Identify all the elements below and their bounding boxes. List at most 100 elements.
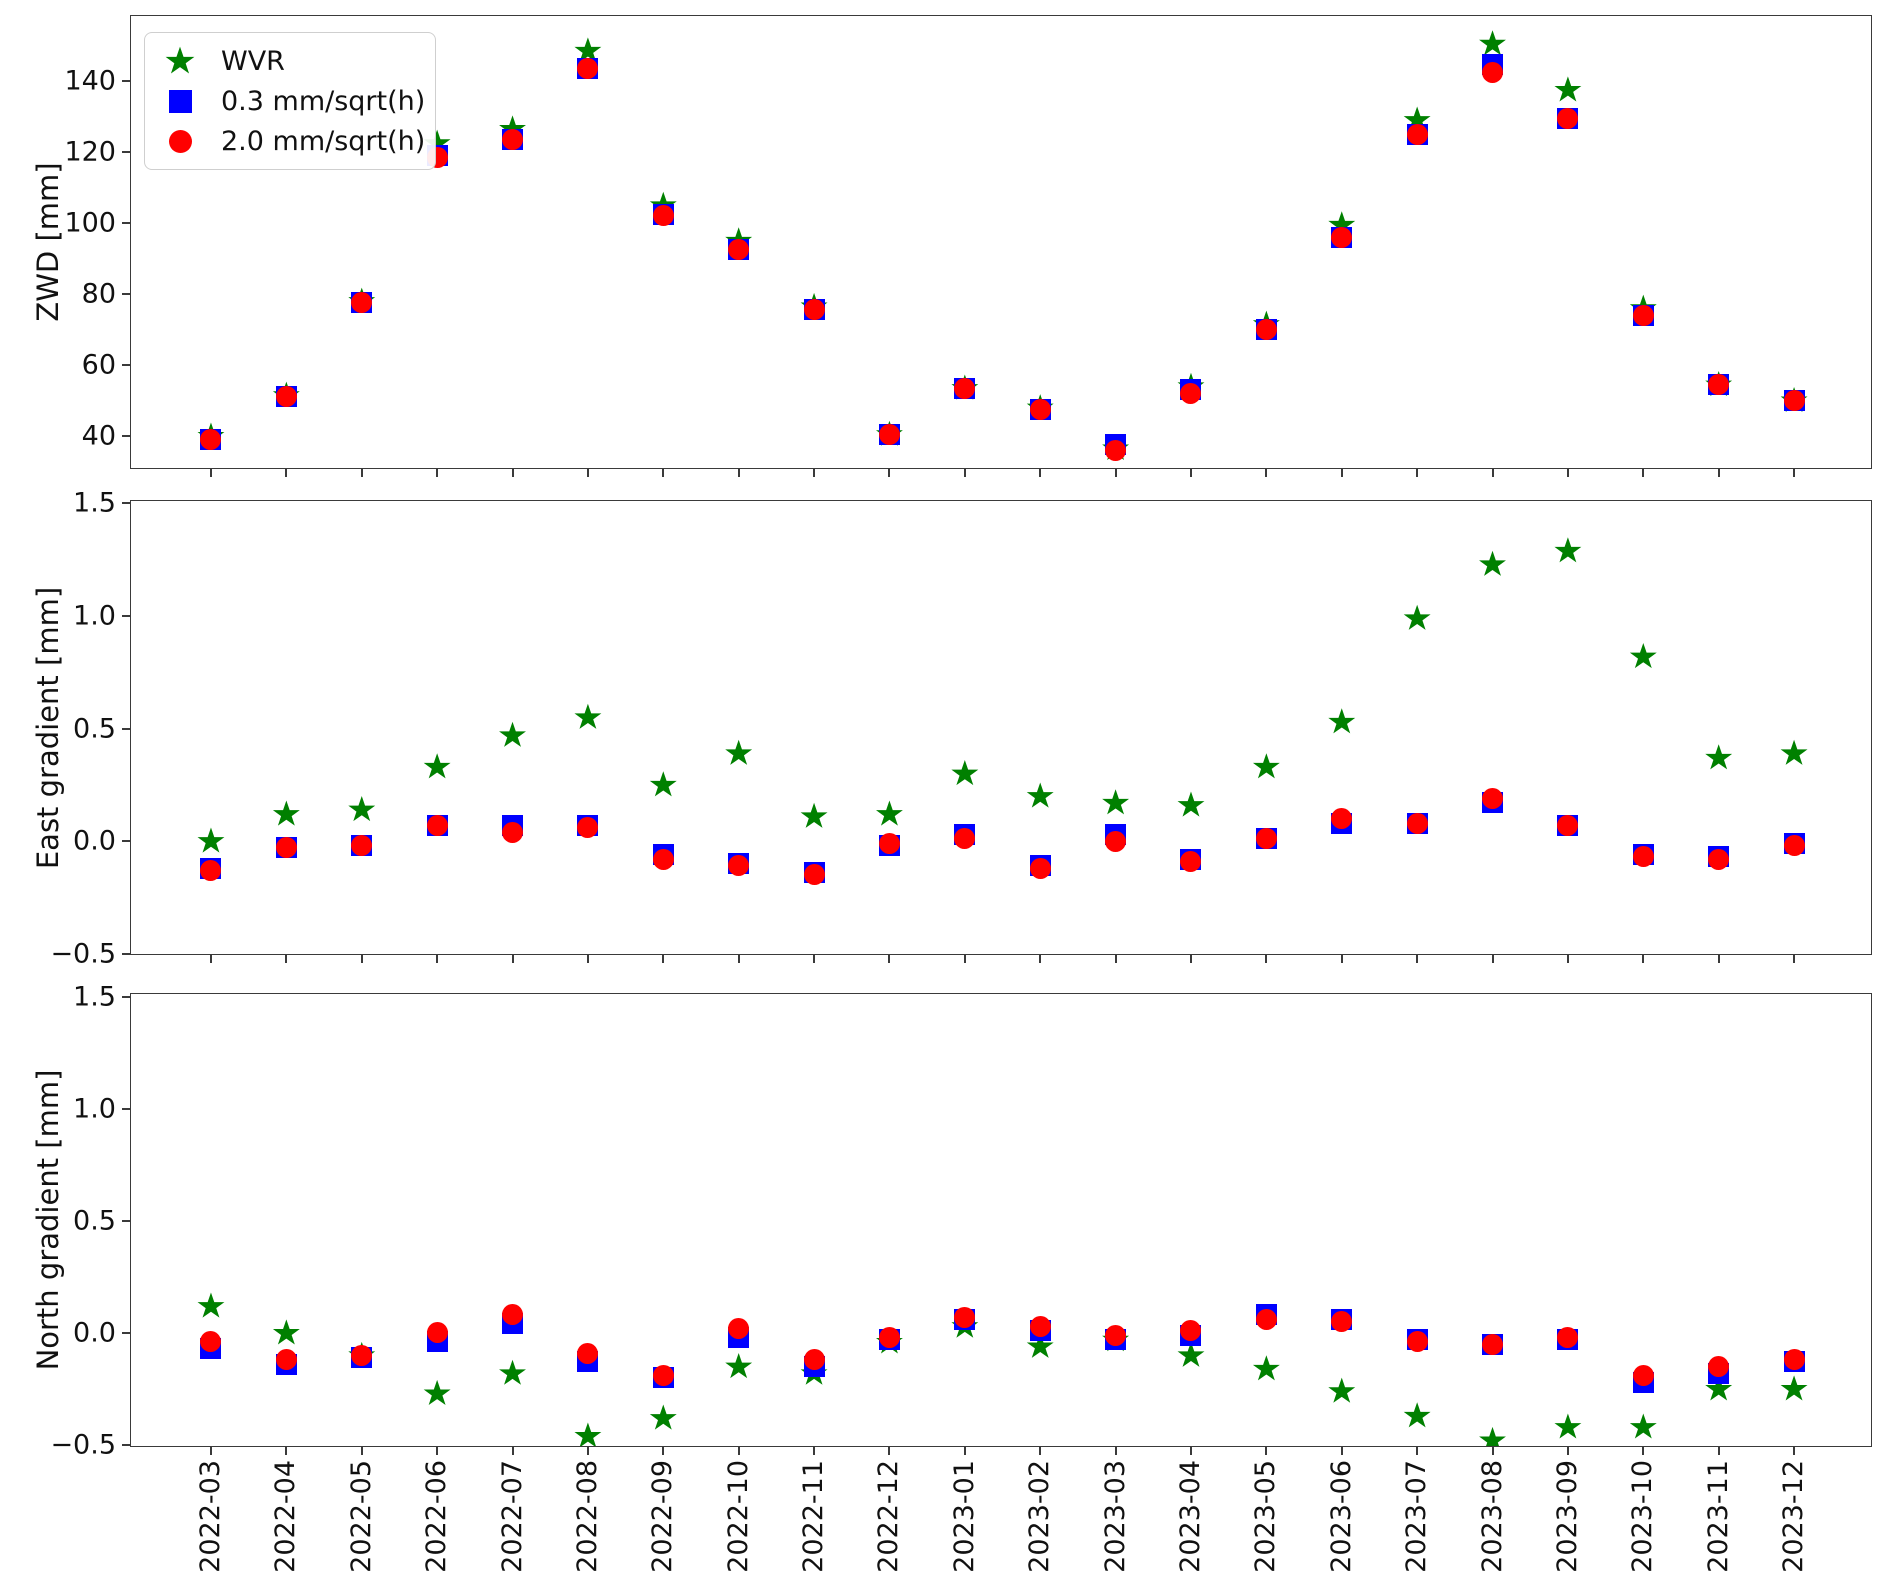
rate-2-0-circle-marker [954,377,976,399]
wvr-star-marker [1403,604,1431,630]
x-tick [1416,954,1419,963]
x-tick [511,468,514,477]
wvr-star-marker [272,1319,300,1345]
wvr-star-marker [725,1353,753,1379]
legend-item-wvr: WVR [145,41,435,81]
x-tick-label: 2023-05 [1250,1460,1282,1573]
rate-2-0-circle-marker [1331,226,1353,248]
rate-2-0-circle-marker [351,292,373,314]
wvr-star-marker [1026,782,1054,808]
wvr-star-marker [348,796,376,822]
wvr-star-marker [1780,739,1808,765]
rate-2-0-circle-marker [1105,830,1127,852]
rate-2-0-circle-marker [351,835,373,856]
x-tick [963,1446,966,1455]
zwd-panel: ZWD [mm] WVR 0.3 mm/sqrt(h) 2.0 mm/sqrt(… [31,15,1872,477]
x-tick [1642,1446,1645,1455]
x-tick [436,468,439,477]
rate-2-0-circle-marker [426,814,448,836]
x-tick [1114,1446,1117,1455]
x-tick-label: 2023-11 [1702,1460,1734,1573]
y-tick [122,1219,131,1222]
rate-2-0-circle-marker [1632,846,1654,868]
wvr-star-marker [423,1379,451,1405]
y-tick [122,79,131,82]
x-tick-label: 2022-03 [194,1460,226,1573]
rate-2-0-circle-marker [1632,1364,1654,1386]
x-tick [1039,1446,1042,1455]
rate-2-0-circle-marker [351,1344,373,1366]
y-tick [122,614,131,617]
x-tick-label: 2022-06 [421,1460,453,1573]
y-tick-label: −0.5 [50,1429,116,1461]
rate-2-0-circle-marker [577,1342,599,1364]
east-gradient-panel: East gradient [mm] −0.5 0.0 0.5 1.0 1.5 [31,488,1872,969]
rate-0-3-square-icon [168,89,192,113]
legend-label-rate-2-0: 2.0 mm/sqrt(h) [221,125,426,157]
rate-2-0-circle-marker [1783,835,1805,856]
x-tick [285,1446,288,1455]
rate-2-0-circle-marker [1255,828,1277,850]
x-tick [963,954,966,963]
y-tick [122,995,131,998]
y-tick-label: 80 [81,278,116,310]
x-tick [1114,954,1117,963]
y-tick-label: 1.5 [73,981,116,1013]
rate-2-0-circle-marker [1406,123,1428,145]
x-tick [1416,468,1419,477]
x-tick [1566,954,1569,963]
x-tick-label: 2022-08 [571,1460,603,1573]
y-tick [122,363,131,366]
rate-2-0-circle-marker [1482,787,1504,809]
north-gradient-plot-area [131,994,1871,1446]
rate-2-0-circle-marker [1557,814,1579,836]
x-tick [1566,468,1569,477]
y-tick-label: 0.0 [73,825,116,857]
rate-2-0-circle-marker [652,848,674,870]
x-tick [1189,468,1192,477]
rate-2-0-circle-marker [200,859,222,881]
rate-2-0-circle-marker [803,1349,825,1371]
rate-2-0-circle-marker [954,1306,976,1328]
x-tick [662,468,665,477]
wvr-star-marker [574,703,602,729]
x-tick [209,468,212,477]
rate-2-0-circle-marker [1105,1324,1127,1346]
east-gradient-axis-label: East gradient [mm] [31,586,65,869]
x-tick [1491,468,1494,477]
rate-2-0-circle-marker [502,1304,524,1326]
x-tick [1793,1446,1796,1455]
rate-2-0-circle-marker [652,1364,674,1386]
y-tick [122,292,131,295]
x-tick [1717,468,1720,477]
north-gradient-panel: North gradient [mm] −0.5 0.0 0.5 1.0 1.5 2022… [31,981,1872,1573]
x-tick [285,954,288,963]
x-tick [1491,954,1494,963]
wvr-star-marker [197,1292,225,1318]
y-tick-label: 100 [64,207,116,239]
legend-label-wvr: WVR [221,45,285,77]
x-tick [1793,954,1796,963]
legend-marker-cell [161,129,199,153]
legend-label-rate-0-3: 0.3 mm/sqrt(h) [221,85,426,117]
x-tick [586,1446,589,1455]
x-tick-label: 2022-04 [270,1460,302,1573]
rate-2-0-circle-marker [728,239,750,261]
wvr-star-marker [1479,550,1506,576]
rate-2-0-circle-marker [200,428,222,450]
rate-2-0-circle-marker [1180,1320,1202,1342]
wvr-star-marker [1554,537,1582,563]
x-tick [813,954,816,963]
wvr-star-marker [1705,744,1733,770]
x-tick [737,468,740,477]
x-tick [813,468,816,477]
wvr-star-marker [649,771,677,797]
x-tick-label: 2023-02 [1024,1460,1056,1573]
y-tick-label: 0.5 [73,713,116,744]
wvr-star-marker [1328,1377,1356,1403]
east-gradient-plot-area [131,501,1871,954]
x-tick-label: 2023-06 [1325,1460,1357,1573]
rate-2-0-circle-marker [1406,812,1428,834]
y-tick [122,150,131,153]
